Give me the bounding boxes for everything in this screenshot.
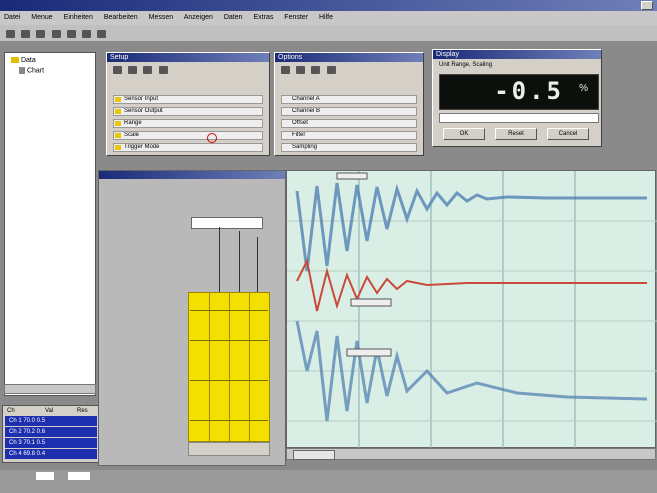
document-icon <box>19 67 25 74</box>
table-icon[interactable] <box>296 65 306 74</box>
list-item[interactable]: Ch 4 69.8 0.4 <box>5 449 97 459</box>
blue-trace-upper <box>295 182 647 272</box>
plot-window <box>286 170 657 449</box>
remove-icon[interactable] <box>128 65 138 74</box>
plot-marker[interactable] <box>336 172 368 180</box>
blue-trace-lower <box>295 320 648 422</box>
digital-readout: -0.5 % <box>439 74 599 110</box>
menu-item[interactable]: Extras <box>253 14 274 21</box>
scroll-thumb[interactable] <box>293 450 335 460</box>
setup-row[interactable]: Range <box>113 119 263 128</box>
connector-line <box>257 237 258 299</box>
plot-marker[interactable] <box>350 298 392 307</box>
readout-slider[interactable] <box>439 113 599 123</box>
toolbar <box>0 25 657 41</box>
list-item[interactable]: Ch 2 70.2 0.6 <box>5 427 97 437</box>
menu-item[interactable]: Menue <box>31 14 53 21</box>
settings-icon[interactable] <box>143 65 153 74</box>
setup-row[interactable]: Sensor Output <box>113 107 263 116</box>
open-file-icon[interactable] <box>21 29 31 38</box>
list-item[interactable]: Ch 3 70.1 0.5 <box>5 438 97 448</box>
zoom-icon[interactable] <box>311 65 321 74</box>
copy-icon[interactable] <box>82 29 92 38</box>
menu-bar: Datei Menue Einheiten Bearbeiten Messen … <box>0 11 657 25</box>
options-row[interactable]: Channel B <box>281 107 417 116</box>
display-panel-title: Display <box>433 50 601 59</box>
channel-list-header: Ch Val Res <box>7 408 88 414</box>
options-row[interactable]: Filter <box>281 131 417 140</box>
setup-toolbar <box>111 65 170 79</box>
menu-item[interactable]: Fenster <box>284 14 309 21</box>
status-strip <box>0 470 657 493</box>
app-title-bar <box>0 0 657 11</box>
menu-item[interactable]: Anzeigen <box>183 14 213 21</box>
window-close-button[interactable] <box>641 1 653 10</box>
display-panel: Display Unit Range, Scaling -0.5 % OK Re… <box>432 49 602 147</box>
menu-item[interactable]: Daten <box>223 14 243 21</box>
grid-row-line <box>190 310 268 311</box>
grid-footer <box>188 442 270 456</box>
yellow-grid <box>188 292 270 443</box>
plot-marker[interactable] <box>346 348 392 357</box>
readout-value: -0.5 <box>494 77 564 105</box>
setup-row[interactable]: Trigger Mode <box>113 143 263 152</box>
options-row[interactable]: Sampling <box>281 143 417 152</box>
grid-row-line <box>190 380 268 381</box>
menu-item[interactable]: Hilfe <box>318 14 333 21</box>
options-panel-title: Options <box>275 53 423 62</box>
status-field <box>68 472 90 480</box>
connector-label-box <box>191 217 263 229</box>
folder-icon <box>11 57 19 64</box>
tree-scrollbar[interactable] <box>4 384 96 394</box>
cut-icon[interactable] <box>66 29 76 38</box>
connector-line <box>239 231 240 299</box>
setup-row[interactable]: Scale <box>113 131 263 140</box>
reset-button[interactable]: Reset <box>495 128 537 140</box>
plot-scrollbar[interactable] <box>286 448 656 460</box>
list-item[interactable]: Ch 1 70.0 0.5 <box>5 416 97 426</box>
grid-row-line <box>190 420 268 421</box>
status-field <box>36 472 54 480</box>
chart-icon[interactable] <box>281 65 290 74</box>
save-icon[interactable] <box>36 29 46 38</box>
print-icon[interactable] <box>51 29 61 38</box>
readout-unit: % <box>579 83 588 94</box>
add-icon[interactable] <box>113 65 122 74</box>
tree-item-chart[interactable]: Chart <box>19 67 44 74</box>
red-marker-icon <box>207 133 217 143</box>
setup-row[interactable]: Sensor Input <box>113 95 263 104</box>
paste-icon[interactable] <box>97 29 107 38</box>
options-panel: Options Channel A Channel B Offset Filte… <box>274 52 424 156</box>
menu-item[interactable]: Messen <box>148 14 174 21</box>
ok-button[interactable]: OK <box>443 128 485 140</box>
tree-item-data[interactable]: Data <box>11 57 36 64</box>
edit-icon[interactable] <box>158 65 168 74</box>
new-file-icon[interactable] <box>6 29 15 38</box>
display-subtitle: Unit Range, Scaling <box>439 62 493 68</box>
channel-list: Ch Val Res Ch 1 70.0 0.5 Ch 2 70.2 0.6 C… <box>2 405 100 463</box>
menu-item[interactable]: Einheiten <box>63 14 93 21</box>
connector-line <box>219 227 220 297</box>
setup-panel: Setup Sensor Input Sensor Output Range S… <box>106 52 270 156</box>
menu-item[interactable]: Bearbeiten <box>103 14 138 21</box>
options-toolbar <box>279 65 338 79</box>
cancel-button[interactable]: Cancel <box>547 128 589 140</box>
options-row[interactable]: Offset <box>281 119 417 128</box>
setup-panel-title: Setup <box>107 53 269 62</box>
menu-item[interactable]: Datei <box>4 14 21 21</box>
red-trace <box>296 257 647 312</box>
cursor-icon[interactable] <box>326 65 336 74</box>
options-row[interactable]: Channel A <box>281 95 417 104</box>
plot-area[interactable] <box>287 171 657 449</box>
grid-row-line <box>190 340 268 341</box>
config-panel-title <box>99 171 285 179</box>
tree-panel: Data Chart <box>4 52 96 396</box>
